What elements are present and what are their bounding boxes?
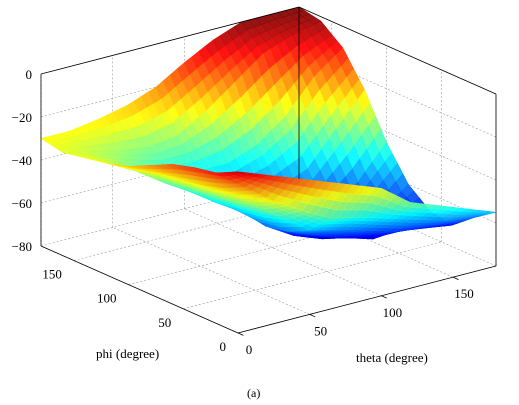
x-axis-label: theta (degree) — [356, 350, 428, 365]
figure-caption: (a) — [247, 386, 260, 400]
tick-labels: 0 50 100 150 0 50 100 150 0 −20 −40 −60 −80 — [12, 67, 474, 357]
phi-axis-line — [40, 245, 239, 334]
surface-mesh — [40, 6, 497, 240]
z-tick-label: 0 — [26, 67, 33, 82]
phi-tick-label: 150 — [42, 267, 62, 282]
phi-tick-label: 50 — [158, 315, 171, 330]
surface-facet — [232, 171, 246, 174]
theta-tick-label: 150 — [454, 286, 474, 301]
theta-tick-mark — [452, 276, 459, 280]
z-tick-label: −80 — [12, 239, 32, 254]
grid-line — [183, 241, 442, 310]
z-tick-label: −40 — [12, 153, 32, 168]
theta-tick-label: 0 — [246, 342, 253, 357]
frame-top-right — [298, 6, 497, 95]
frame-top-back — [40, 6, 300, 75]
z-tick-label: −20 — [12, 110, 32, 125]
theta-tick-mark — [381, 295, 387, 299]
theta-tick-label: 100 — [383, 305, 403, 320]
phi-tick-label: 0 — [220, 339, 227, 354]
grid-line — [128, 217, 387, 285]
grid-line — [73, 193, 332, 261]
theta-tick-mark — [237, 332, 244, 336]
z-tick-label: −60 — [12, 196, 32, 211]
phi-tick-label: 100 — [97, 291, 117, 306]
theta-tick-label: 50 — [314, 323, 327, 338]
grid-line — [40, 178, 300, 247]
theta-tick-mark — [309, 314, 316, 318]
y-axis-label: phi (degree) — [96, 346, 159, 361]
